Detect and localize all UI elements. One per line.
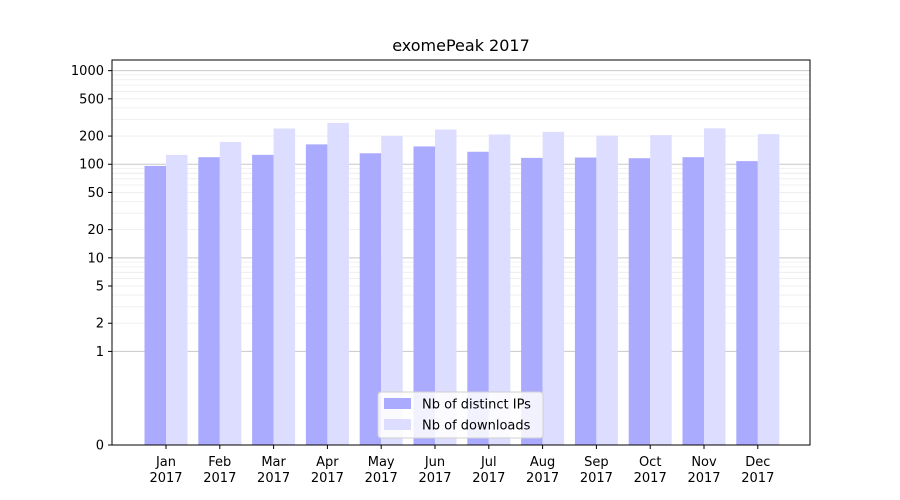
- y-tick-label: 200: [79, 130, 104, 145]
- x-tick-label-year: 2017: [526, 471, 559, 486]
- x-tick-label-month: Jan: [155, 455, 176, 470]
- x-tick-label-month: Apr: [316, 455, 339, 470]
- bar-distinct-ips: [682, 157, 704, 445]
- legend-swatch: [384, 398, 411, 409]
- x-tick-label-month: May: [368, 455, 395, 470]
- x-tick-label-year: 2017: [203, 471, 236, 486]
- bar-distinct-ips: [521, 157, 543, 446]
- chart-title: exomePeak 2017: [392, 36, 530, 55]
- x-tick-label-year: 2017: [311, 471, 344, 486]
- y-tick-label: 500: [79, 92, 104, 107]
- legend-label: Nb of distinct IPs: [422, 398, 531, 413]
- legend: Nb of distinct IPs Nb of downloads: [377, 391, 544, 439]
- x-tick-label-month: Mar: [261, 455, 286, 470]
- x-tick-label-month: Jun: [424, 455, 445, 470]
- y-tick-label: 1000: [71, 64, 104, 79]
- x-tick-label-year: 2017: [634, 471, 667, 486]
- bar-downloads: [166, 154, 188, 445]
- bar-downloads: [273, 128, 296, 446]
- bar-downloads: [435, 129, 457, 445]
- x-tick-label-year: 2017: [365, 471, 398, 486]
- bars: [144, 122, 780, 446]
- bar-downloads: [381, 135, 403, 446]
- bar-downloads: [704, 128, 726, 445]
- x-tick-label-year: 2017: [580, 471, 613, 486]
- x-tick-label-month: Dec: [745, 455, 770, 470]
- y-tick-label: 20: [87, 223, 104, 238]
- axes-frame: [111, 59, 811, 446]
- y-tick-label: 1: [96, 345, 104, 360]
- legend-box: [377, 391, 544, 439]
- y-tick-label: 2: [96, 317, 104, 332]
- x-axis: Jan2017Feb2017Mar2017Apr2017May2017Jun20…: [149, 445, 774, 486]
- bar-distinct-ips: [628, 158, 651, 446]
- x-tick-label-year: 2017: [741, 471, 774, 486]
- y-tick-label: 0: [96, 439, 104, 454]
- x-tick-label-month: Feb: [208, 455, 231, 470]
- bar-distinct-ips: [144, 165, 166, 445]
- bar-downloads: [757, 134, 780, 446]
- x-tick-label-year: 2017: [257, 471, 290, 486]
- bar-downloads: [650, 135, 672, 445]
- y-tick-label: 100: [79, 158, 104, 173]
- x-tick-label-year: 2017: [687, 471, 720, 486]
- bar-distinct-ips: [252, 154, 274, 445]
- x-tick-label-month: Aug: [530, 455, 555, 470]
- bar-distinct-ips: [574, 157, 597, 445]
- x-tick-label-year: 2017: [418, 471, 451, 486]
- y-tick-label: 10: [87, 251, 104, 266]
- bar-distinct-ips: [305, 144, 328, 445]
- y-tick-label: 50: [87, 186, 104, 201]
- bar-downloads: [327, 122, 349, 445]
- bar-distinct-ips: [359, 153, 382, 445]
- y-tick-label: 5: [96, 280, 104, 295]
- x-tick-label-month: Nov: [691, 455, 717, 470]
- x-tick-label-year: 2017: [149, 471, 182, 486]
- bar-downloads: [488, 134, 511, 445]
- bar-distinct-ips: [736, 161, 758, 445]
- bar-distinct-ips: [413, 146, 435, 446]
- x-tick-label-year: 2017: [472, 471, 505, 486]
- bar-distinct-ips: [467, 151, 489, 445]
- legend-swatch: [384, 419, 411, 430]
- y-axis: 0 1 2 5 10 20 50 100 200 500 1000: [71, 64, 112, 454]
- bar-distinct-ips: [198, 157, 220, 445]
- x-tick-label-month: Oct: [639, 455, 661, 470]
- bar-downloads: [542, 131, 565, 445]
- x-tick-label-month: Jul: [480, 455, 497, 470]
- bar-downloads: [219, 141, 242, 445]
- bar-downloads: [596, 135, 618, 445]
- x-tick-label-month: Sep: [584, 455, 609, 470]
- legend-label: Nb of downloads: [422, 419, 531, 434]
